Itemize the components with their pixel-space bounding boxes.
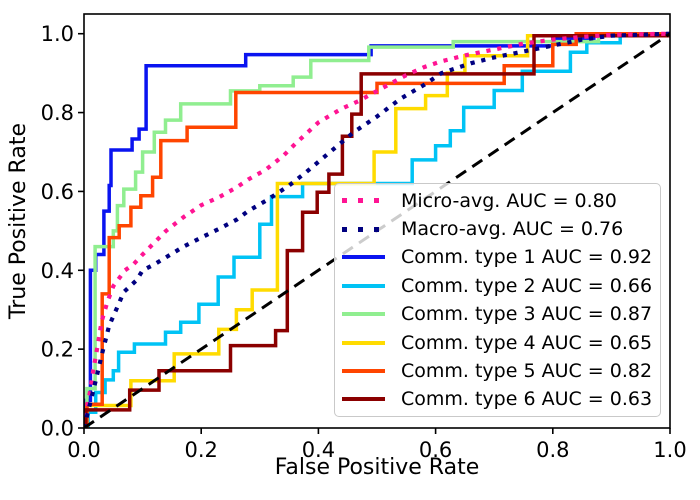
legend-item-macro-avg: Macro-avg. AUC = 0.76 <box>342 215 654 243</box>
legend-line-sample-comm-type-4 <box>342 340 385 345</box>
y-axis-label-container: True Positive Rate <box>2 14 34 428</box>
y-axis-label: True Positive Rate <box>5 123 31 319</box>
legend-line-sample-comm-type-3 <box>342 312 385 317</box>
x-tick-label: 0.4 <box>302 438 335 462</box>
legend-line-sample-comm-type-2 <box>342 283 385 288</box>
legend-item-comm-type-4: Comm. type 4 AUC = 0.65 <box>342 328 654 356</box>
x-tick-label: 0.2 <box>184 438 217 462</box>
curve-comm-type-6 <box>84 33 671 429</box>
curve-comm-type-1 <box>84 31 670 429</box>
legend-item-comm-type-3: Comm. type 3 AUC = 0.87 <box>342 300 654 328</box>
curve-micro-avg <box>83 31 671 429</box>
curve-comm-type-4 <box>84 31 670 429</box>
legend-label-comm-type-5: Comm. type 5 AUC = 0.82 <box>401 359 653 382</box>
x-tick-label: 0.0 <box>67 438 100 462</box>
legend-line-sample-comm-type-6 <box>342 397 385 402</box>
legend-label-comm-type-4: Comm. type 4 AUC = 0.65 <box>401 331 653 354</box>
x-tick-label: 0.6 <box>419 438 452 462</box>
y-tick-label: 0.8 <box>41 101 74 125</box>
legend-label-macro-avg: Macro-avg. AUC = 0.76 <box>401 218 624 241</box>
curve-comm-type-5 <box>84 31 670 429</box>
legend-label-comm-type-2: Comm. type 2 AUC = 0.66 <box>401 274 653 297</box>
axes-spines <box>83 13 671 429</box>
legend-label-comm-type-3: Comm. type 3 AUC = 0.87 <box>401 303 653 326</box>
legend-line-sample-micro-avg <box>342 198 385 204</box>
legend-line-sample-comm-type-5 <box>342 368 385 373</box>
legend-line-sample-comm-type-1 <box>342 255 385 260</box>
legend: Micro-avg. AUC = 0.80 Macro-avg. AUC = 0.… <box>334 183 661 417</box>
legend-label-comm-type-1: Comm. type 1 AUC = 0.92 <box>401 246 653 269</box>
curve-comm-type-2 <box>84 31 670 429</box>
legend-label-comm-type-6: Comm. type 6 AUC = 0.63 <box>401 388 653 411</box>
x-tick-label: 1.0 <box>653 438 686 462</box>
legend-line-sample-macro-avg <box>342 226 385 232</box>
y-tick-label: 0.6 <box>41 180 74 204</box>
legend-label-micro-avg: Micro-avg. AUC = 0.80 <box>401 189 617 212</box>
x-tick-label: 0.8 <box>536 438 569 462</box>
legend-item-comm-type-6: Comm. type 6 AUC = 0.63 <box>342 385 654 413</box>
x-axis-label: False Positive Rate <box>274 455 480 480</box>
y-tick-label: 0.2 <box>41 338 74 362</box>
y-tick-label: 0.4 <box>41 259 74 283</box>
y-tick-label: 1.0 <box>41 22 74 46</box>
legend-item-comm-type-5: Comm. type 5 AUC = 0.82 <box>342 357 654 385</box>
y-tick-label: 0.0 <box>41 417 74 441</box>
legend-item-comm-type-2: Comm. type 2 AUC = 0.66 <box>342 272 654 300</box>
legend-item-micro-avg: Micro-avg. AUC = 0.80 <box>342 186 654 214</box>
curve-comm-type-3 <box>84 31 670 429</box>
curves-group <box>83 31 671 429</box>
legend-item-comm-type-1: Comm. type 1 AUC = 0.92 <box>342 243 654 271</box>
